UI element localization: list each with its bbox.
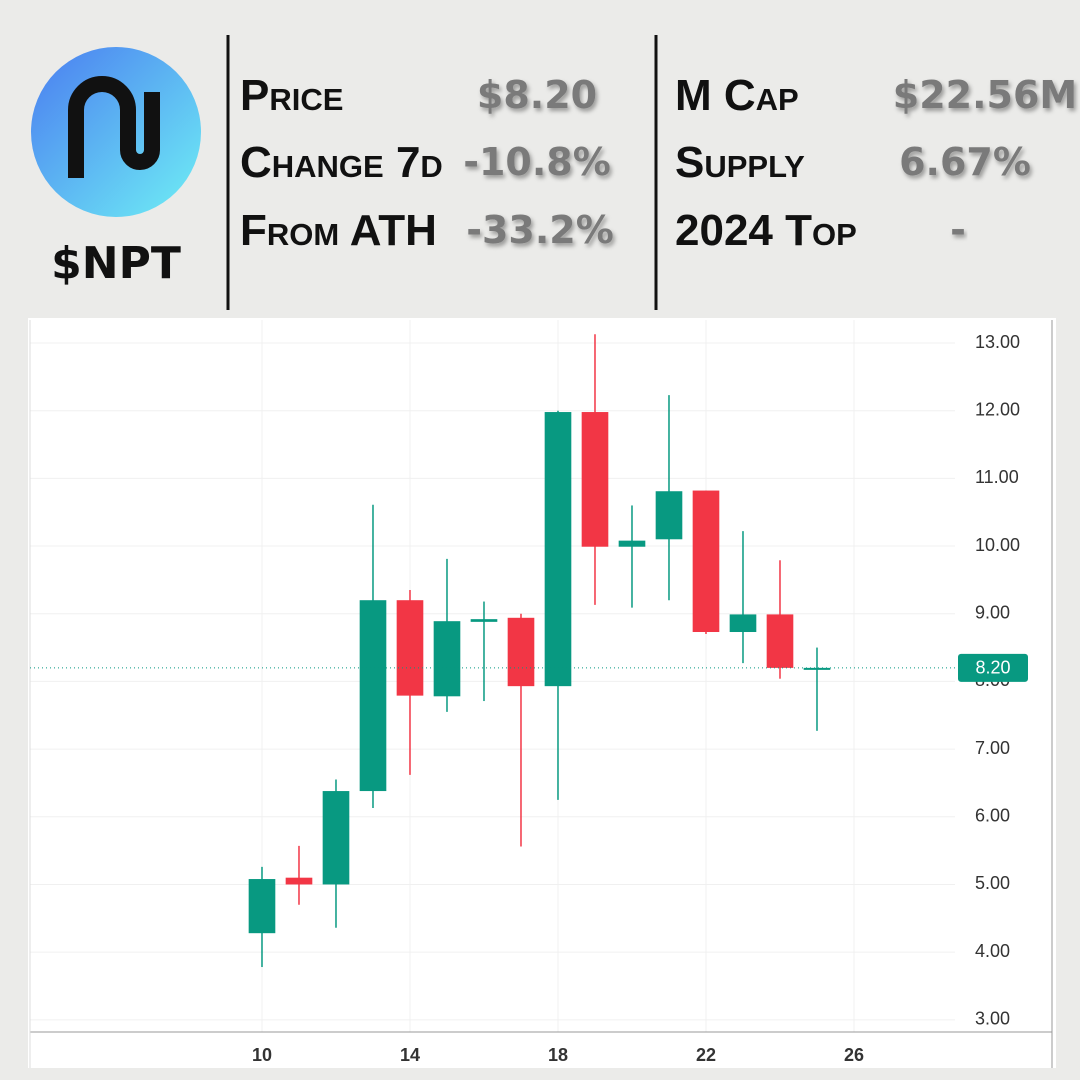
chart-panel <box>28 318 1056 1068</box>
y-tick-label: 5.00 <box>975 873 1010 893</box>
stat-label: Change 7d <box>240 138 443 187</box>
logo <box>31 47 201 217</box>
price-label-box <box>958 653 1028 682</box>
stat-value: -33.2% <box>466 208 614 252</box>
stat-label: M Cap <box>675 71 799 120</box>
stats-left: Price $8.20 Change 7d -10.8% From ATH -3… <box>240 71 614 255</box>
candle-body <box>507 617 535 687</box>
candle-body <box>396 600 424 696</box>
candle-body <box>729 614 757 633</box>
stat-label: 2024 Top <box>675 206 857 255</box>
y-tick-label: 3.00 <box>975 1009 1010 1029</box>
chart: 3.004.005.006.007.008.009.0010.0011.0012… <box>29 320 1053 1068</box>
candle-body <box>618 540 646 547</box>
y-tick-label: 4.00 <box>975 941 1010 961</box>
candle-body <box>322 791 350 885</box>
candle-body <box>433 621 461 697</box>
logo-circle <box>31 47 201 217</box>
stat-value: -10.8% <box>463 140 611 184</box>
stat-label: From ATH <box>240 206 437 255</box>
stat-value: $22.56M <box>893 73 1077 117</box>
x-tick-label: 18 <box>548 1045 568 1065</box>
candle-body <box>655 491 683 540</box>
x-tick-label: 10 <box>252 1045 272 1065</box>
y-tick-label: 13.00 <box>975 332 1020 352</box>
x-tick-label: 14 <box>400 1045 420 1065</box>
candle-body <box>803 667 831 670</box>
stat-value: $8.20 <box>477 73 597 117</box>
candle-body <box>581 412 609 547</box>
ticker: $NPT <box>51 238 181 289</box>
candle-body <box>766 614 794 668</box>
x-tick-label: 26 <box>844 1045 864 1065</box>
candle-body <box>285 877 313 885</box>
x-tick-label: 22 <box>696 1045 716 1065</box>
y-tick-label: 9.00 <box>975 602 1010 622</box>
y-tick-label: 6.00 <box>975 806 1010 826</box>
y-tick-label: 10.00 <box>975 535 1020 555</box>
candle-body <box>359 600 387 792</box>
stat-label: Supply <box>675 138 805 187</box>
stat-value: 6.67% <box>899 140 1031 184</box>
candle-body <box>470 619 498 622</box>
candle-body <box>248 879 276 934</box>
candle-body <box>692 490 720 633</box>
candle-body <box>544 412 572 687</box>
logo-mark <box>68 76 160 178</box>
stat-value: - <box>950 208 966 252</box>
stat-label: Price <box>240 71 343 120</box>
stats-right: M Cap $22.56M Supply 6.67% 2024 Top - <box>675 71 1077 255</box>
y-tick-label: 7.00 <box>975 738 1010 758</box>
y-tick-label: 12.00 <box>975 399 1020 419</box>
y-tick-label: 11.00 <box>975 467 1019 487</box>
price-label: 8.20 <box>975 658 1010 678</box>
